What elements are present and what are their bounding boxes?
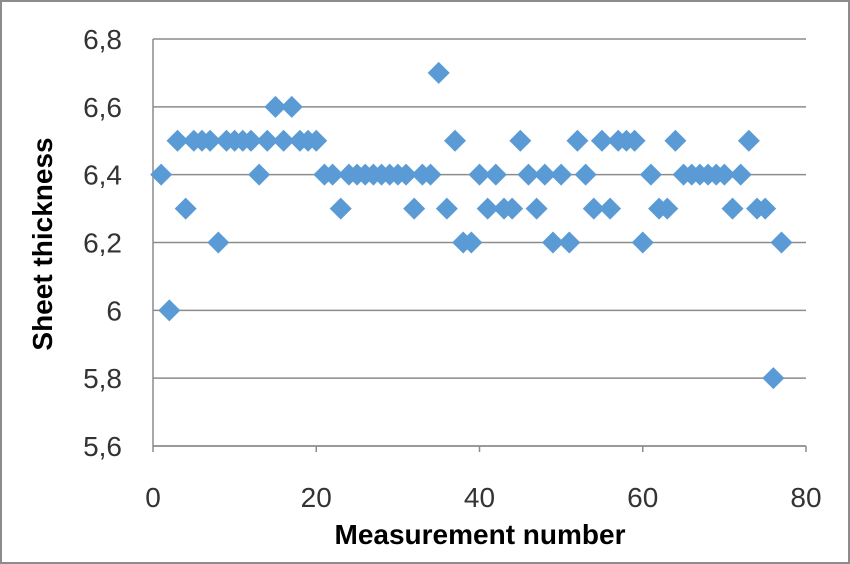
data-point [427,61,450,84]
data-point [582,197,605,220]
data-point [239,129,262,152]
x-tick-label: 20 [301,482,332,513]
data-point [329,197,352,220]
data-point [460,231,483,254]
y-tick-label: 5,8 [83,363,122,394]
data-point [541,231,564,254]
data-point [484,163,507,186]
data-point [754,197,777,220]
axes [152,39,807,452]
data-point [207,231,230,254]
data-point [639,163,662,186]
x-axis-title: Measurement number [335,519,626,550]
data-point [590,129,613,152]
data-point [509,129,532,152]
y-tick-label: 6,2 [83,228,122,259]
data-point [305,129,328,152]
data-point [517,163,540,186]
data-point [729,163,752,186]
data-point [419,163,442,186]
x-tick-label: 40 [464,482,495,513]
data-point [558,231,581,254]
data-point [656,197,679,220]
data-point [158,299,181,322]
x-tick-label: 0 [145,482,161,513]
data-point [476,197,499,220]
y-tick-label: 5,6 [83,431,122,462]
data-point [321,163,344,186]
x-tick-label: 80 [790,482,821,513]
y-tick-label: 6,6 [83,92,122,123]
data-point [525,197,548,220]
data-point [435,197,458,220]
data-point [550,163,573,186]
data-point [248,163,271,186]
data-point [533,163,556,186]
data-point [623,129,646,152]
y-tick-label: 6,8 [83,24,122,55]
data-point [199,129,222,152]
data-point [770,231,793,254]
data-point [574,163,597,186]
data-point [737,129,760,152]
data-point [444,129,467,152]
data-point [501,197,524,220]
data-point [664,129,687,152]
data-point [264,95,287,118]
data-point [174,197,197,220]
data-point [403,197,426,220]
data-point [762,367,785,390]
data-point [256,129,279,152]
data-point [468,163,491,186]
y-tick-labels: 5,6 5,8 6 6,2 6,4 6,6 6,8 [83,24,122,462]
y-axis-title: Sheet thickness [27,137,58,350]
x-tick-labels: 0 20 40 60 80 [145,482,821,513]
data-points [150,61,793,390]
data-point [599,197,622,220]
data-point [272,129,295,152]
data-point [280,95,303,118]
data-point [713,163,736,186]
x-tick-label: 60 [627,482,658,513]
y-tick-label: 6,4 [83,160,122,191]
y-tick-label: 6 [106,295,122,326]
data-point [721,197,744,220]
data-point [166,129,189,152]
data-point [150,163,173,186]
data-point [631,231,654,254]
data-point [566,129,589,152]
data-point [395,163,418,186]
